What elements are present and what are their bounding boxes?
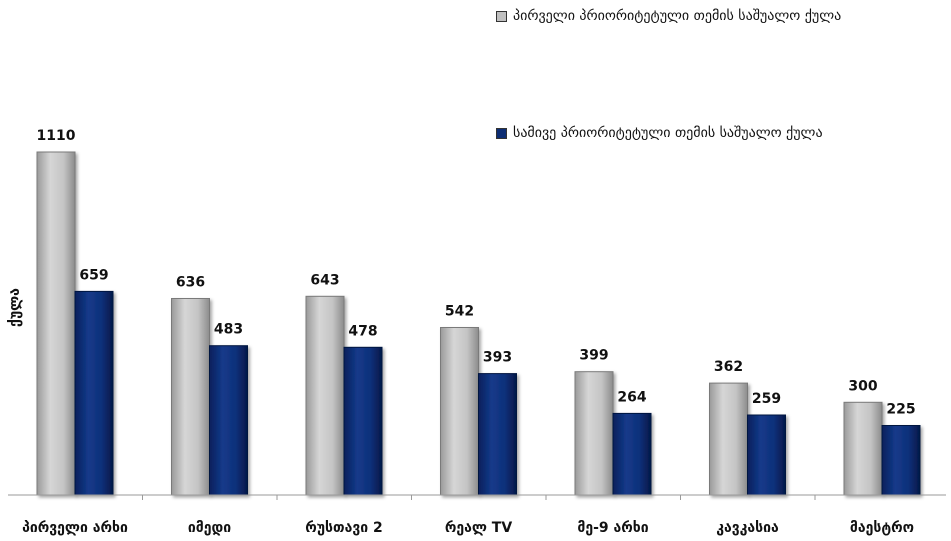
y-axis-label: ქულა bbox=[7, 297, 23, 327]
x-tick-label-3: რეალ TV bbox=[445, 520, 513, 536]
x-tick-label-6: მაესტრო bbox=[850, 520, 914, 536]
bar-all-three-priority-5 bbox=[748, 415, 786, 495]
bar-all-three-priority-0 bbox=[75, 291, 113, 495]
data-label-all-three-priority-3: 393 bbox=[483, 350, 512, 366]
data-label-first-priority-2: 643 bbox=[310, 272, 339, 288]
data-label-all-three-priority-6: 225 bbox=[886, 402, 915, 418]
x-tick-label-4: მე-9 არხი bbox=[577, 520, 648, 536]
bar-first-priority-3 bbox=[441, 328, 479, 496]
x-tick-label-5: კავკასია bbox=[716, 520, 779, 536]
x-tick-label-0: პირველი არხი bbox=[22, 520, 128, 536]
bar-all-three-priority-4 bbox=[613, 413, 651, 495]
x-tick-label-2: რუსთავი 2 bbox=[305, 520, 383, 536]
bar-first-priority-4 bbox=[575, 372, 613, 495]
data-label-first-priority-4: 399 bbox=[579, 348, 608, 364]
bar-all-three-priority-1 bbox=[210, 346, 248, 495]
bar-first-priority-6 bbox=[844, 402, 882, 495]
legend-label-first-priority: პირველი პრიორიტეტული თემის საშუალო ქულა bbox=[513, 8, 841, 24]
data-label-all-three-priority-0: 659 bbox=[79, 267, 108, 283]
x-tick-label-1: იმედი bbox=[188, 520, 231, 536]
legend-entry-all-three-priority: სამივე პრიორიტეტული თემის საშუალო ქულა bbox=[496, 125, 823, 141]
legend-label-all-three-priority: სამივე პრიორიტეტული თემის საშუალო ქულა bbox=[513, 125, 823, 141]
bar-first-priority-2 bbox=[306, 296, 344, 495]
legend-entry-first-priority: პირველი პრიორიტეტული თემის საშუალო ქულა bbox=[496, 8, 841, 24]
bar-all-three-priority-3 bbox=[479, 374, 517, 495]
data-label-all-three-priority-4: 264 bbox=[617, 389, 646, 405]
bar-all-three-priority-6 bbox=[882, 426, 920, 496]
data-label-first-priority-6: 300 bbox=[848, 378, 877, 394]
data-label-all-three-priority-1: 483 bbox=[214, 322, 243, 338]
x-tick-labels-layer: პირველი არხი იმედი რუსთავი 2 რეალ TV მე-9 არ… bbox=[22, 495, 914, 536]
bar-all-three-priority-2 bbox=[344, 347, 382, 495]
legend-swatch-gray bbox=[496, 11, 507, 22]
data-label-first-priority-1: 636 bbox=[176, 275, 205, 291]
data-label-all-three-priority-5: 259 bbox=[752, 391, 781, 407]
legend-swatch-blue bbox=[496, 128, 507, 139]
bars-layer bbox=[37, 152, 920, 495]
data-label-first-priority-5: 362 bbox=[714, 359, 743, 375]
data-label-first-priority-3: 542 bbox=[445, 304, 474, 320]
bar-first-priority-1 bbox=[172, 299, 210, 496]
bar-first-priority-0 bbox=[37, 152, 75, 495]
data-label-first-priority-0: 1110 bbox=[37, 128, 76, 144]
bar-first-priority-5 bbox=[710, 383, 748, 495]
data-label-all-three-priority-2: 478 bbox=[348, 323, 377, 339]
